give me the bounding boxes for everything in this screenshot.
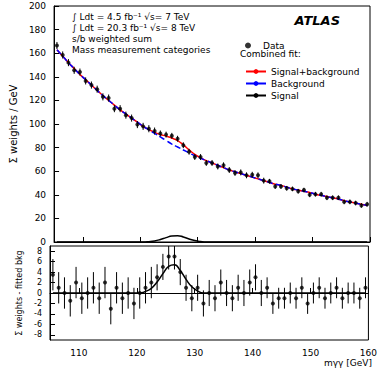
- svg-text:s/b weighted sum: s/b weighted sum: [72, 34, 152, 44]
- svg-text:130: 130: [186, 348, 203, 358]
- svg-text:120: 120: [29, 95, 46, 105]
- svg-text:120: 120: [128, 348, 145, 358]
- svg-text:40: 40: [35, 190, 47, 200]
- svg-text:ATLAS: ATLAS: [294, 13, 340, 28]
- svg-text:∫ Ldt = 20.3 fb⁻¹ √s= 8 TeV: ∫ Ldt = 20.3 fb⁻¹ √s= 8 TeV: [72, 23, 196, 33]
- svg-text:Signal: Signal: [271, 91, 299, 101]
- svg-text:Mass measurement categories: Mass measurement categories: [72, 45, 211, 55]
- svg-text:200: 200: [29, 1, 46, 11]
- svg-text:Σ weights / GeV: Σ weights / GeV: [8, 84, 19, 163]
- svg-text:100: 100: [29, 119, 46, 129]
- svg-text:0: 0: [40, 237, 46, 247]
- svg-text:∫ Ldt = 4.5 fb⁻¹ √s= 7 TeV: ∫ Ldt = 4.5 fb⁻¹ √s= 7 TeV: [72, 12, 190, 22]
- svg-text:140: 140: [244, 348, 261, 358]
- svg-text:20: 20: [35, 213, 47, 223]
- svg-text:160: 160: [29, 48, 46, 58]
- svg-text:Background: Background: [271, 79, 325, 89]
- svg-text:-4: -4: [34, 309, 42, 318]
- svg-text:180: 180: [29, 25, 46, 35]
- svg-text:6: 6: [37, 257, 42, 266]
- svg-text:Signal+background: Signal+background: [271, 67, 359, 77]
- svg-text:160: 160: [360, 348, 377, 358]
- svg-text:-6: -6: [34, 320, 42, 329]
- svg-text:0: 0: [37, 289, 42, 298]
- svg-text:Data: Data: [263, 41, 285, 51]
- svg-text:60: 60: [35, 166, 47, 176]
- svg-text:110: 110: [70, 348, 87, 358]
- svg-text:mγγ [GeV]: mγγ [GeV]: [324, 358, 372, 368]
- svg-text:140: 140: [29, 72, 46, 82]
- svg-text:150: 150: [302, 348, 319, 358]
- svg-text:8: 8: [37, 247, 42, 256]
- svg-text:2: 2: [37, 278, 42, 287]
- svg-text:Combined fit:: Combined fit:: [240, 48, 301, 59]
- svg-text:80: 80: [35, 143, 47, 153]
- svg-text:-2: -2: [34, 299, 42, 308]
- svg-text:Σ weights - fitted bkg: Σ weights - fitted bkg: [15, 250, 24, 335]
- svg-text:4: 4: [37, 268, 42, 277]
- svg-text:-8: -8: [34, 330, 42, 339]
